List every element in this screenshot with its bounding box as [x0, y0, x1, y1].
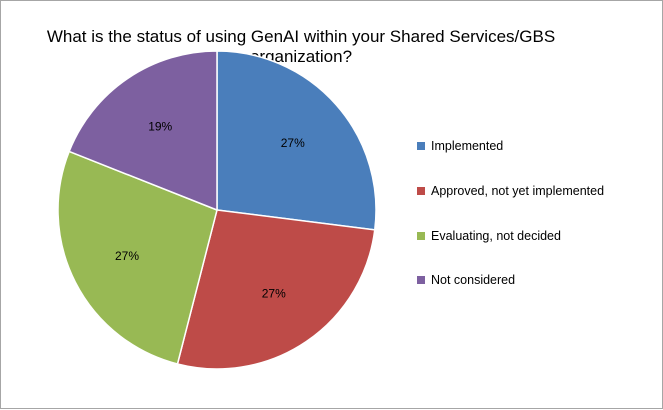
legend-swatch-not-considered — [417, 276, 425, 284]
pie-slice-implemented — [216, 50, 377, 231]
legend-swatch-implemented — [417, 142, 425, 150]
legend-item-approved: Approved, not yet implemented — [417, 184, 604, 198]
legend-swatch-approved — [417, 187, 425, 195]
pie-slice-evaluating — [57, 150, 218, 365]
data-label-implemented: 27% — [281, 136, 305, 150]
legend-item-implemented: Implemented — [417, 139, 503, 153]
legend-label-implemented: Implemented — [431, 139, 504, 153]
data-label-approved: 27% — [262, 287, 286, 301]
legend-label-approved: Approved, not yet implemented — [431, 184, 605, 198]
legend-item-evaluating: Evaluating, not decided — [417, 229, 561, 243]
data-label-not-considered: 19% — [148, 119, 172, 133]
pie-slice-not-considered — [68, 50, 218, 211]
pie-slice-approved — [176, 209, 376, 370]
data-label-evaluating: 27% — [115, 249, 139, 263]
legend-swatch-evaluating — [417, 232, 425, 240]
legend-label-not-considered: Not considered — [431, 273, 516, 287]
chart-title: What is the status of using GenAI within… — [46, 27, 556, 66]
legend-label-evaluating: Evaluating, not decided — [431, 229, 561, 243]
legend-item-not-considered: Not considered — [417, 273, 515, 287]
